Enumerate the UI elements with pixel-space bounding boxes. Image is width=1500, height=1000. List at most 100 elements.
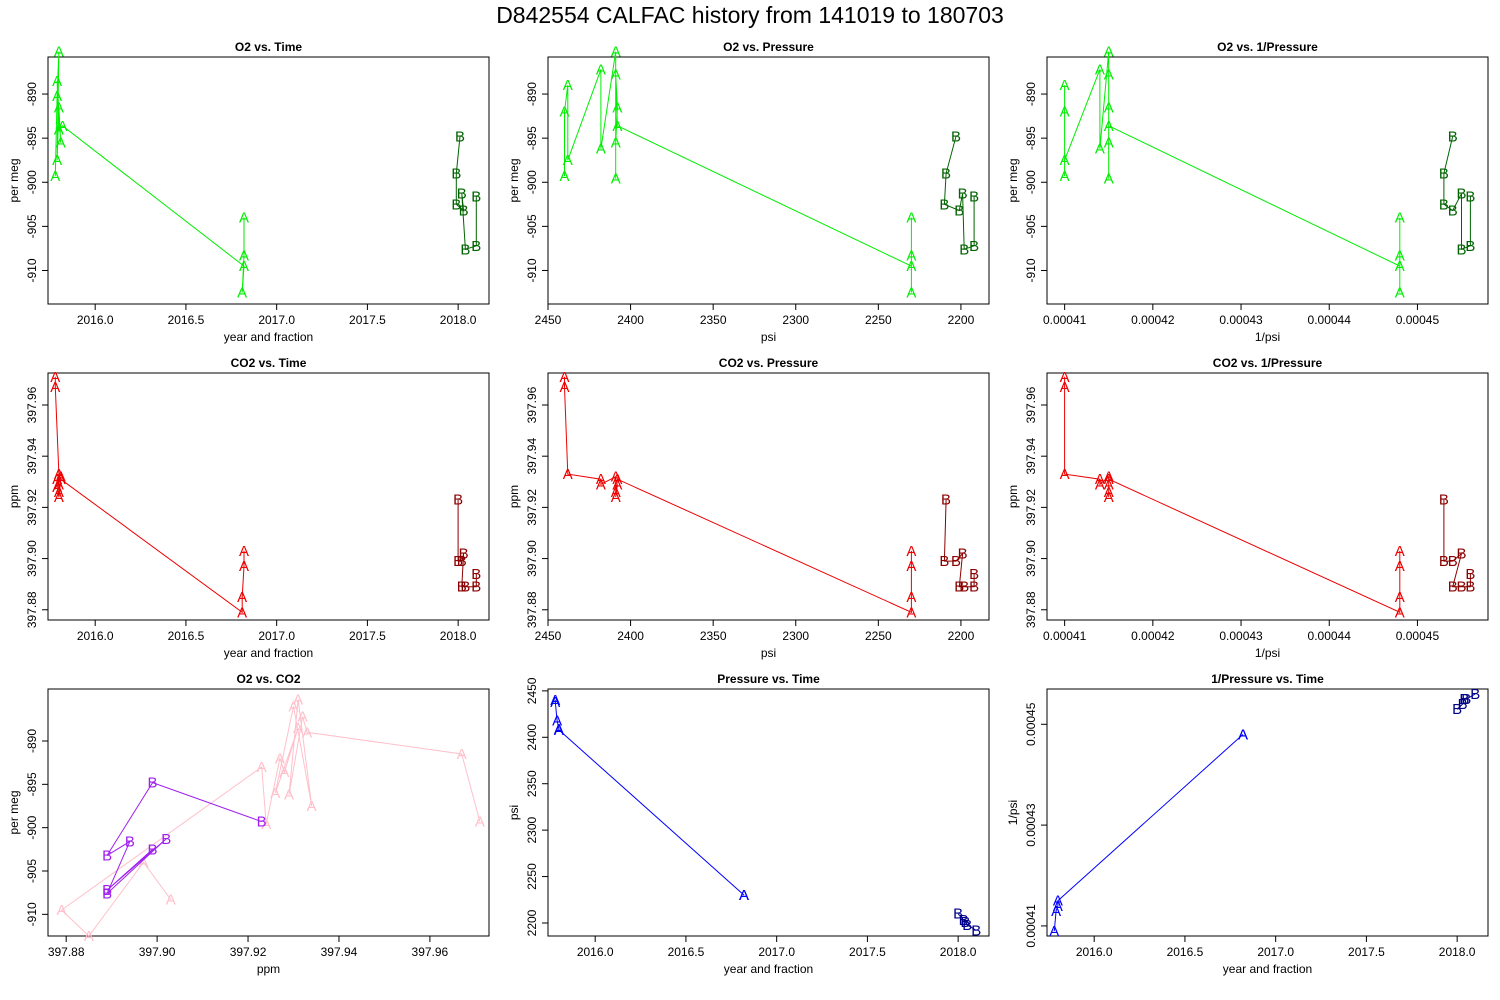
y-axis-label: per meg: [507, 158, 521, 202]
data-point-A: A: [52, 479, 62, 496]
y-tick-label: 2450: [525, 677, 539, 704]
y-tick-label: -895: [1024, 126, 1038, 150]
data-point-B: B: [1465, 188, 1475, 205]
data-point-B: B: [125, 834, 135, 851]
y-tick-label: 2200: [525, 909, 539, 936]
data-point-A: A: [612, 118, 622, 135]
data-point-A: A: [1395, 558, 1405, 575]
y-tick-label: 397.94: [25, 438, 39, 475]
x-tick-label: 2016.5: [668, 945, 705, 959]
data-point-A: A: [1053, 898, 1063, 915]
data-point-B: B: [939, 553, 949, 570]
y-tick-label: 397.90: [1024, 540, 1038, 577]
data-point-B: B: [460, 579, 470, 596]
data-point-A: A: [52, 88, 62, 105]
data-point-A: A: [302, 724, 312, 741]
data-point-A: A: [1051, 903, 1061, 920]
plot-title: CO2 vs. Pressure: [719, 356, 819, 370]
y-axis-label: ppm: [7, 485, 21, 508]
data-point-B: B: [960, 914, 970, 931]
data-point-A: A: [560, 369, 570, 386]
data-point-A: A: [1104, 44, 1114, 61]
data-point-A: A: [906, 258, 916, 275]
data-point-A: A: [52, 471, 62, 488]
data-point-A: A: [239, 543, 249, 560]
data-point-B: B: [1448, 553, 1458, 570]
y-tick-label: 2400: [525, 724, 539, 751]
x-tick-label: 2300: [782, 629, 809, 643]
series-line-B: [455, 136, 477, 250]
x-axis-label: year and fraction: [1223, 962, 1312, 976]
data-point-B: B: [102, 847, 112, 864]
x-tick-label: 397.96: [412, 945, 449, 959]
x-tick-label: 2016.0: [77, 629, 114, 643]
data-point-A: A: [554, 722, 564, 739]
data-point-A: A: [1104, 67, 1114, 84]
data-point-A: A: [560, 379, 570, 396]
data-point-B: B: [1465, 579, 1475, 596]
series-line-A: [564, 51, 912, 293]
data-point-B: B: [951, 553, 961, 570]
o2-invp-plot: O2 vs. 1/Pressure 1/psi per meg 0.00041 0.00…: [1006, 40, 1489, 344]
data-point-A: A: [1060, 466, 1070, 483]
data-point-A: A: [739, 887, 749, 904]
y-tick-label: -905: [25, 214, 39, 238]
plot-frame: [47, 56, 490, 305]
data-point-A: A: [554, 721, 564, 738]
y-tick-label: -905: [525, 214, 539, 238]
x-tick-label: 2250: [865, 313, 892, 327]
data-point-A: A: [1095, 471, 1105, 488]
data-point-B: B: [471, 188, 481, 205]
y-tick-label: 2300: [525, 816, 539, 843]
data-point-A: A: [612, 476, 622, 493]
series-line-B: [457, 499, 477, 588]
x-tick-label: 2017.5: [349, 313, 386, 327]
data-point-B: B: [257, 814, 267, 831]
data-point-A: A: [611, 484, 621, 501]
x-tick-label: 2017.0: [258, 629, 295, 643]
x-tick-label: 0.00045: [1396, 629, 1440, 643]
y-axis-label: ppm: [1006, 485, 1020, 508]
data-point-B: B: [951, 128, 961, 145]
data-point-B: B: [148, 775, 158, 792]
series-line-A: [54, 51, 245, 293]
data-point-A: A: [1053, 893, 1063, 910]
data-point-A: A: [1049, 923, 1059, 940]
data-point-A: A: [279, 764, 289, 781]
y-tick-label: -910: [1024, 258, 1038, 282]
data-point-A: A: [1060, 379, 1070, 396]
data-point-B: B: [1461, 691, 1471, 708]
data-point-A: A: [1095, 61, 1105, 78]
x-tick-label: 397.90: [139, 945, 176, 959]
data-point-A: A: [563, 77, 573, 94]
y-tick-label: 397.88: [525, 591, 539, 628]
data-point-B: B: [971, 922, 981, 939]
plot-title: 1/Pressure vs. Time: [1211, 672, 1324, 686]
x-tick-label: 0.00044: [1308, 629, 1352, 643]
data-point-B: B: [471, 566, 481, 583]
data-point-B: B: [959, 912, 969, 929]
x-tick-label: 0.00043: [1219, 313, 1263, 327]
x-tick-label: 2350: [700, 629, 727, 643]
invp-time-plot: 1/Pressure vs. Time year and fraction 1/ps…: [1006, 672, 1489, 976]
data-point-A: A: [906, 604, 916, 621]
data-point-A: A: [288, 698, 298, 715]
data-point-B: B: [453, 492, 463, 509]
data-point-A: A: [560, 104, 570, 121]
y-tick-label: 397.90: [25, 540, 39, 577]
y-tick-label: -905: [25, 859, 39, 883]
x-tick-label: 0.00043: [1219, 629, 1263, 643]
data-point-A: A: [1104, 135, 1114, 152]
data-point-A: A: [54, 44, 64, 61]
data-point-A: A: [1104, 171, 1114, 188]
series-line-B: [1443, 136, 1471, 251]
data-point-A: A: [1395, 604, 1405, 621]
x-tick-label: 2350: [700, 313, 727, 327]
data-point-A: A: [237, 589, 247, 606]
y-tick-label: 397.92: [25, 489, 39, 526]
x-tick-label: 0.00041: [1043, 629, 1087, 643]
x-tick-label: 397.88: [48, 945, 85, 959]
data-point-B: B: [460, 241, 470, 258]
data-point-A: A: [56, 471, 66, 488]
data-point-A: A: [739, 887, 749, 904]
